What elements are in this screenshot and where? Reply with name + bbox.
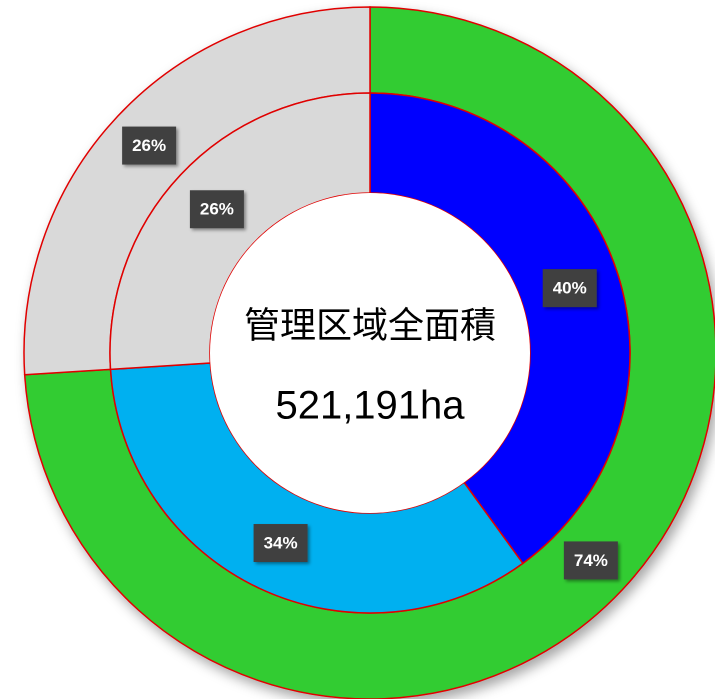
label-box <box>563 541 618 580</box>
rings <box>23 6 715 699</box>
label-box <box>189 190 244 229</box>
center-title: 管理区域全面積 <box>244 305 496 346</box>
label-box <box>253 524 308 563</box>
data-label: 26% <box>132 136 166 155</box>
labels: 74% 26% 40% 34% 26% <box>122 126 618 580</box>
center-hole <box>210 193 530 513</box>
center-value: 521,191ha <box>275 384 465 428</box>
data-label: 34% <box>264 533 298 552</box>
data-label: 74% <box>574 551 608 570</box>
label-box <box>122 126 177 165</box>
label-box <box>542 269 597 308</box>
data-label: 40% <box>553 279 587 298</box>
data-label: 26% <box>200 200 234 219</box>
